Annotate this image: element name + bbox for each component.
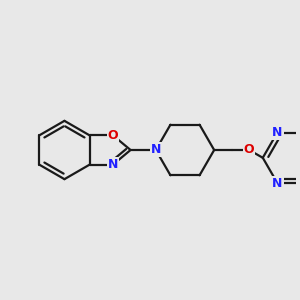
Text: O: O: [108, 129, 118, 142]
Text: O: O: [244, 143, 254, 157]
Text: N: N: [272, 176, 283, 190]
Text: N: N: [272, 126, 283, 139]
Text: N: N: [151, 143, 161, 157]
Text: N: N: [108, 158, 118, 171]
